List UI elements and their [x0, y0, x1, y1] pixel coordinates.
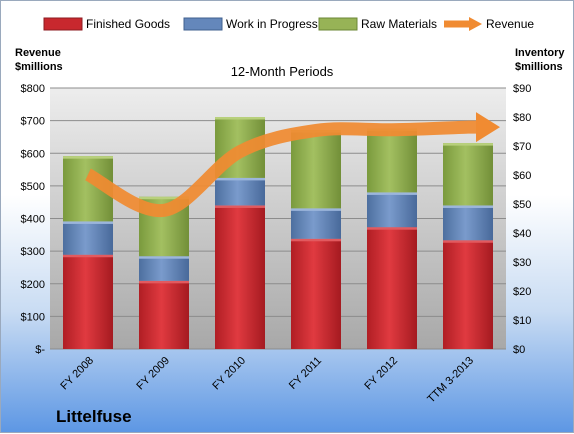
x-tick-label: FY 2011 [287, 355, 324, 392]
right-tick-label: $80 [513, 112, 531, 124]
chart-title: 12-Month Periods [231, 64, 334, 79]
bar-top-work-in-progress [443, 205, 493, 208]
right-tick-label: $40 [513, 228, 531, 240]
left-tick-label: $700 [21, 116, 45, 128]
right-tick-label: $30 [513, 257, 531, 269]
bars [63, 117, 493, 349]
left-tick-label: $100 [21, 311, 45, 323]
bar-work-in-progress [443, 205, 493, 241]
legend: Finished Goods Work in Progress Raw Mate… [43, 17, 534, 31]
left-tick-label: $200 [21, 279, 45, 291]
legend-swatch-raw-materials [318, 17, 358, 31]
bar-finished-goods [63, 254, 113, 349]
bar-work-in-progress [215, 177, 265, 206]
revenue-line [84, 120, 478, 217]
bar-top-work-in-progress [215, 177, 265, 181]
right-tick-label: $70 [513, 141, 531, 153]
bar-finished-goods [367, 227, 417, 349]
right-axis-title-line-2: $millions [515, 61, 563, 73]
x-tick-label: TTM 3-2013 [425, 355, 476, 406]
bar-top-finished-goods [63, 254, 113, 258]
legend-swatch-finished-goods [43, 17, 83, 31]
x-axis-ticks: FY 2008 FY 2009 FY 2010 FY 2011 FY 2012 TTM 3… [58, 355, 476, 406]
bar-work-in-progress [139, 256, 189, 281]
right-tick-label: $10 [513, 315, 531, 327]
left-tick-label: $500 [21, 181, 45, 193]
right-tick-label: $0 [513, 344, 525, 356]
bar-top-finished-goods [367, 227, 417, 230]
bar-top-finished-goods [291, 238, 341, 242]
bar-top-finished-goods [443, 240, 493, 243]
left-axis-title-line-1: Revenue [15, 47, 61, 59]
left-axis-ticks: $- $100 $200 $300 $400 $500 $600 $700 $800 [21, 83, 46, 356]
bar-top-raw-materials [63, 156, 113, 159]
legend-label-work-in-progress: Work in Progress [226, 17, 318, 31]
left-tick-label: $800 [21, 83, 45, 95]
bar-finished-goods [139, 280, 189, 349]
x-tick-label: FY 2012 [362, 355, 400, 393]
x-tick-label: FY 2009 [134, 355, 172, 393]
bar-top-work-in-progress [63, 221, 113, 224]
revenue-line-layer [84, 112, 500, 217]
bar-top-work-in-progress [291, 208, 341, 211]
gridlines [50, 87, 506, 350]
bar-top-raw-materials [139, 196, 189, 200]
company-name: Littelfuse [56, 407, 132, 426]
right-axis-title-line-1: Inventory [515, 47, 565, 59]
bar-top-finished-goods [215, 205, 265, 208]
legend-label-finished-goods: Finished Goods [86, 17, 170, 31]
bar-top-raw-materials [443, 143, 493, 146]
right-tick-label: $60 [513, 170, 531, 182]
bar-work-in-progress [63, 221, 113, 255]
bar-raw-materials [367, 128, 417, 193]
x-tick-label: FY 2010 [210, 355, 248, 393]
right-tick-label: $50 [513, 199, 531, 211]
bar-finished-goods [215, 205, 265, 349]
bar-top-raw-materials [215, 117, 265, 120]
legend-swatch-work-in-progress [183, 17, 223, 31]
bar-work-in-progress [291, 208, 341, 239]
bar-raw-materials [291, 130, 341, 209]
bar-work-in-progress [367, 192, 417, 228]
revenue-arrowhead [476, 112, 500, 143]
bar-top-work-in-progress [139, 256, 189, 259]
bar-finished-goods [291, 238, 341, 349]
bar-top-work-in-progress [367, 192, 417, 195]
right-tick-label: $20 [513, 286, 531, 298]
bar-finished-goods [443, 240, 493, 349]
x-tick-label: FY 2008 [58, 355, 96, 393]
legend-swatch-revenue-arrow [469, 17, 482, 31]
left-tick-label: $400 [21, 214, 45, 226]
left-tick-label: $- [35, 344, 45, 356]
left-tick-label: $600 [21, 148, 45, 160]
bar-raw-materials [443, 143, 493, 206]
legend-label-raw-materials: Raw Materials [361, 17, 437, 31]
legend-label-revenue: Revenue [486, 17, 534, 31]
left-tick-label: $300 [21, 246, 45, 258]
left-axis-title-line-2: $millions [15, 61, 63, 73]
right-axis-ticks: $0 $10 $20 $30 $40 $50 $60 $70 $80 $90 [513, 83, 531, 356]
right-tick-label: $90 [513, 83, 531, 95]
bar-top-finished-goods [139, 280, 189, 284]
